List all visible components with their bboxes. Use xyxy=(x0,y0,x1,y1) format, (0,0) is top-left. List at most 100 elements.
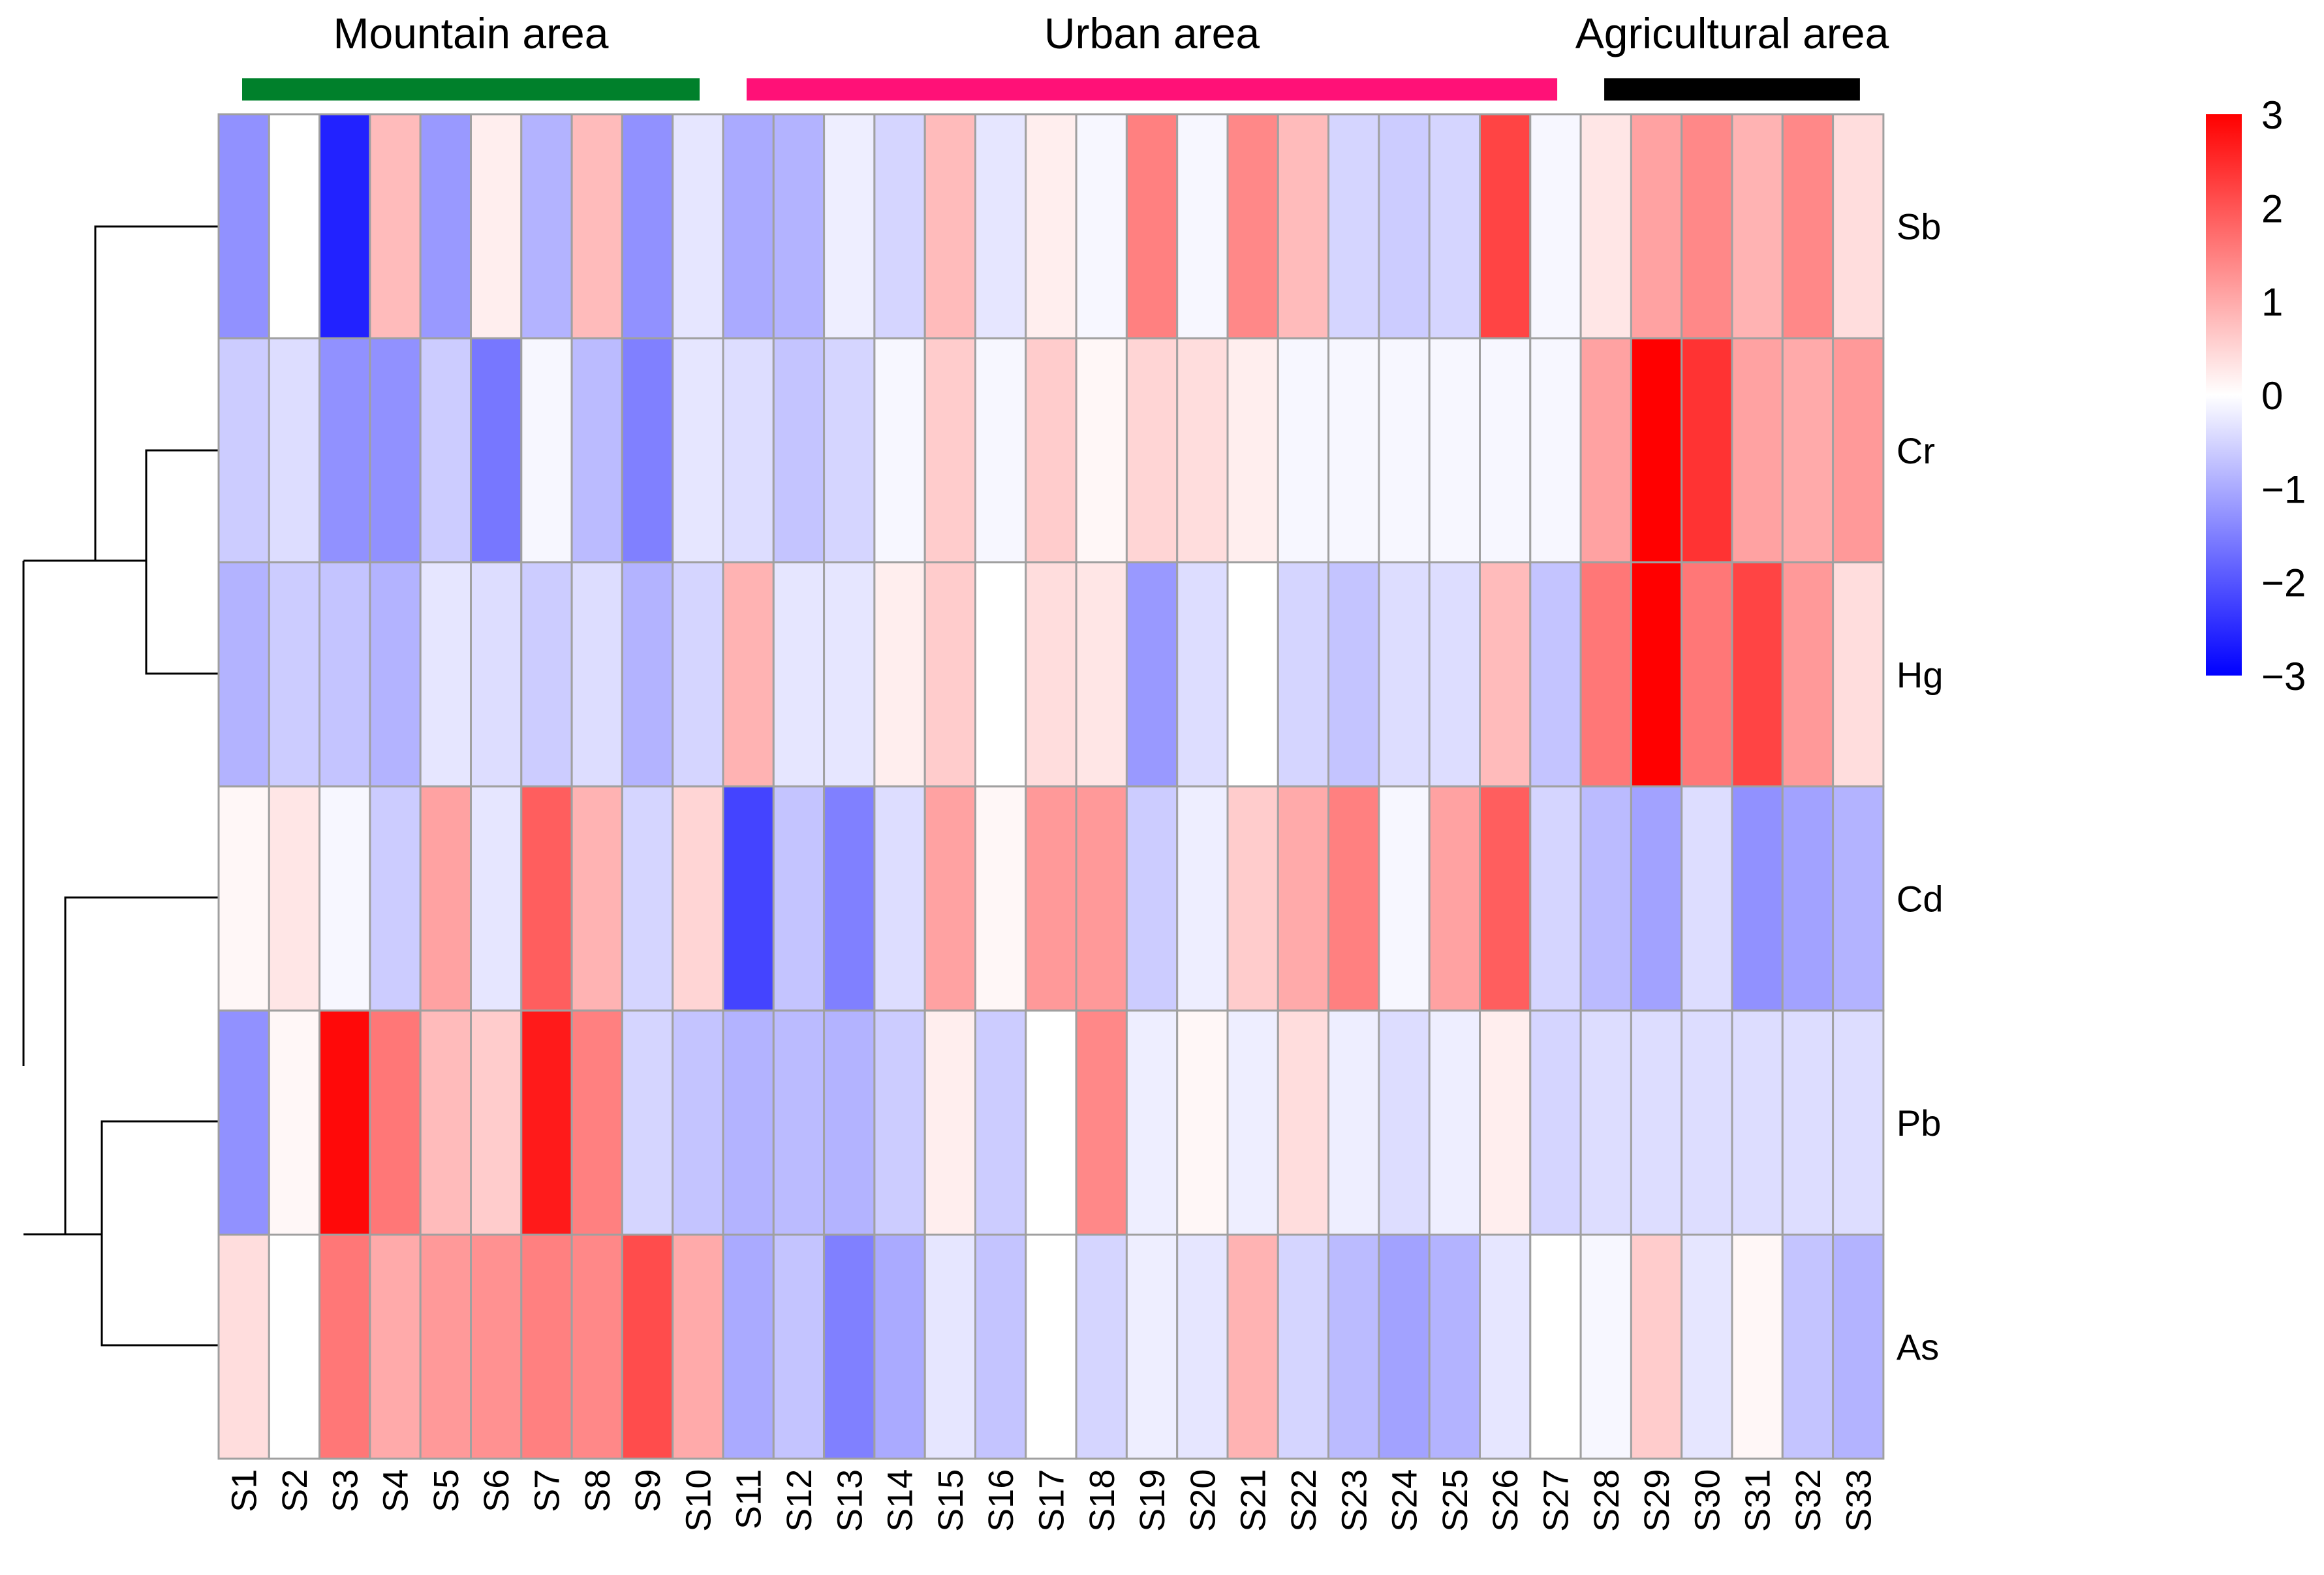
heatmap-cell-cd-s8 xyxy=(570,785,623,1012)
heatmap-cell-sb-s26 xyxy=(1479,113,1532,339)
heatmap-cell-hg-s28 xyxy=(1579,561,1632,788)
heatmap-cell-pb-s21 xyxy=(1226,1009,1279,1236)
heatmap-cell-cr-s20 xyxy=(1176,337,1229,564)
heatmap-cell-hg-s12 xyxy=(772,561,826,788)
row-label-as: As xyxy=(1897,1326,1939,1367)
heatmap-cell-as-s15 xyxy=(923,1234,976,1460)
heatmap-cell-as-s25 xyxy=(1428,1234,1481,1460)
heatmap-cell-cd-s2 xyxy=(268,785,321,1012)
heatmap-cell-as-s18 xyxy=(1075,1234,1128,1460)
heatmap-cell-sb-s32 xyxy=(1781,113,1835,339)
column-label-s8: S8 xyxy=(578,1469,617,1512)
heatmap-cell-cr-s18 xyxy=(1075,337,1128,564)
heatmap-cell-pb-s24 xyxy=(1378,1009,1431,1236)
heatmap-cell-sb-s28 xyxy=(1579,113,1632,339)
heatmap-cell-sb-s30 xyxy=(1681,113,1733,339)
heatmap-cell-cd-s21 xyxy=(1226,785,1279,1012)
heatmap-cell-cr-s10 xyxy=(672,337,724,564)
column-label-s18: S18 xyxy=(1083,1469,1122,1532)
column-group-annotations: Mountain area Urban area Agricultural area xyxy=(242,9,1889,101)
heatmap-cell-pb-s12 xyxy=(772,1009,826,1236)
heatmap-cell-cd-s28 xyxy=(1579,785,1632,1012)
heatmap-cell-pb-s28 xyxy=(1579,1009,1632,1236)
heatmap-cell-cr-s27 xyxy=(1529,337,1582,564)
heatmap-cell-sb-s27 xyxy=(1529,113,1582,339)
heatmap-cell-pb-s18 xyxy=(1075,1009,1128,1236)
heatmap-cell-pb-s10 xyxy=(672,1009,724,1236)
heatmap-cell-sb-s24 xyxy=(1378,113,1431,339)
heatmap-cell-as-s14 xyxy=(873,1234,926,1460)
heatmap-cell-cd-s25 xyxy=(1428,785,1481,1012)
heatmap-cell-cr-s12 xyxy=(772,337,826,564)
row-label-cd: Cd xyxy=(1897,879,1944,920)
heatmap-cell-sb-s17 xyxy=(1025,113,1077,339)
heatmap-cell-hg-s15 xyxy=(923,561,976,788)
heatmap-cell-cr-s5 xyxy=(419,337,473,564)
heatmap-cell-pb-s8 xyxy=(570,1009,623,1236)
heatmap-cell-cd-s9 xyxy=(621,785,674,1012)
heatmap-cell-pb-s20 xyxy=(1176,1009,1229,1236)
heatmap-cell-hg-s13 xyxy=(823,561,876,788)
heatmap-cell-as-s8 xyxy=(570,1234,623,1460)
heatmap-cell-cr-s13 xyxy=(823,337,876,564)
group-bar-mountain-area xyxy=(242,78,700,101)
heatmap-cell-pb-s23 xyxy=(1327,1009,1380,1236)
heatmap-cell-hg-s6 xyxy=(470,561,523,788)
heatmap-cells xyxy=(217,113,1885,1460)
heatmap-cell-hg-s32 xyxy=(1781,561,1835,788)
legend-tick-label: −3 xyxy=(2261,655,2306,698)
row-label-sb: Sb xyxy=(1897,206,1942,247)
heatmap-cell-sb-s18 xyxy=(1075,113,1128,339)
legend-tick-label: −2 xyxy=(2261,561,2306,605)
column-label-s10: S10 xyxy=(679,1469,718,1532)
heatmap-cell-hg-s9 xyxy=(621,561,674,788)
column-label-s33: S33 xyxy=(1839,1469,1878,1532)
heatmap-cell-sb-s9 xyxy=(621,113,674,339)
color-legend: 3 2 1 0 −1 −2 −3 xyxy=(2206,93,2306,698)
heatmap-cell-pb-s13 xyxy=(823,1009,876,1236)
heatmap-cell-pb-s32 xyxy=(1781,1009,1835,1236)
legend-tick-label: −1 xyxy=(2261,467,2306,511)
heatmap-cell-pb-s7 xyxy=(520,1009,573,1236)
heatmap-cell-hg-s24 xyxy=(1378,561,1431,788)
heatmap-cell-as-s26 xyxy=(1479,1234,1532,1460)
heatmap-cell-pb-s17 xyxy=(1025,1009,1077,1236)
row-labels: Sb Cr Hg Cd Pb As xyxy=(1897,206,1944,1367)
heatmap-cell-hg-s2 xyxy=(268,561,321,788)
heatmap-cell-sb-s12 xyxy=(772,113,826,339)
column-label-s17: S17 xyxy=(1032,1469,1072,1532)
heatmap-cell-cd-s16 xyxy=(974,785,1027,1012)
heatmap-cell-sb-s10 xyxy=(672,113,724,339)
heatmap-cell-hg-s25 xyxy=(1428,561,1481,788)
heatmap-cell-sb-s4 xyxy=(369,113,422,339)
heatmap-cell-cd-s5 xyxy=(419,785,473,1012)
heatmap-cell-pb-s30 xyxy=(1681,1009,1733,1236)
heatmap-cell-hg-s31 xyxy=(1731,561,1784,788)
column-label-s2: S2 xyxy=(275,1469,315,1512)
heatmap-cell-sb-s7 xyxy=(520,113,573,339)
heatmap-cell-sb-s3 xyxy=(318,113,371,339)
column-label-s3: S3 xyxy=(326,1469,365,1512)
column-label-s4: S4 xyxy=(377,1469,416,1512)
heatmap-cell-cd-s11 xyxy=(722,785,775,1012)
heatmap-cell-cd-s13 xyxy=(823,785,876,1012)
heatmap-cell-pb-s19 xyxy=(1125,1009,1179,1236)
heatmap-cell-cd-s33 xyxy=(1832,785,1885,1012)
heatmap-cell-cd-s30 xyxy=(1681,785,1733,1012)
heatmap-cell-as-s11 xyxy=(722,1234,775,1460)
heatmap-cell-cd-s6 xyxy=(470,785,523,1012)
heatmap-cell-sb-s5 xyxy=(419,113,473,339)
heatmap-cell-sb-s11 xyxy=(722,113,775,339)
group-label-agricultural-area: Agricultural area xyxy=(1575,9,1889,57)
heatmap-cell-as-s9 xyxy=(621,1234,674,1460)
heatmap-cell-hg-s26 xyxy=(1479,561,1532,788)
column-label-s9: S9 xyxy=(628,1469,668,1512)
column-label-s22: S22 xyxy=(1284,1469,1324,1532)
heatmap-cell-cr-s22 xyxy=(1277,337,1330,564)
column-label-s15: S15 xyxy=(931,1469,970,1532)
heatmap-cell-as-s6 xyxy=(470,1234,523,1460)
group-bar-urban-area xyxy=(747,78,1558,101)
legend-tick-label: 0 xyxy=(2261,374,2283,418)
heatmap-cell-sb-s23 xyxy=(1327,113,1380,339)
heatmap-cell-cd-s17 xyxy=(1025,785,1077,1012)
